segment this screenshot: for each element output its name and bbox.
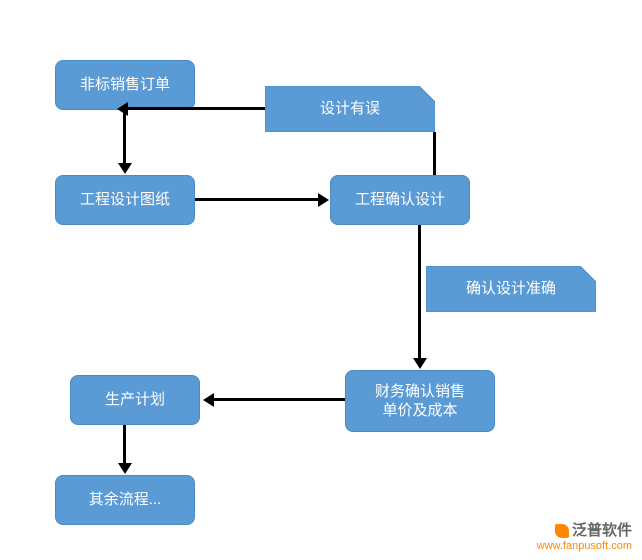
node-other-process: 其余流程... [55,475,195,525]
edge-line [125,107,265,110]
logo-icon [555,524,569,538]
edge-line [123,425,126,465]
watermark-brand: 泛普软件 [537,519,632,540]
node-label: 工程设计图纸 [80,190,170,210]
watermark-url: www.fanpusoft.com [537,540,632,552]
edge-line [195,198,320,201]
node-label: 生产计划 [105,390,165,410]
edge-line [418,225,421,360]
node-label: 其余流程... [89,490,162,510]
watermark: 泛普软件 www.fanpusoft.com [537,519,632,552]
arrow-head-left [117,102,128,116]
node-label: 工程确认设计 [355,190,445,210]
edge-line [433,132,436,175]
arrow-head-right [318,193,329,207]
arrow-head-down [118,463,132,474]
node-label: 确认设计准确 [466,279,556,299]
arrow-head-down [413,358,427,369]
node-confirm-design: 工程确认设计 [330,175,470,225]
node-label: 设计有误 [320,99,380,119]
node-label: 非标销售订单 [80,75,170,95]
node-design-error-text: 设计有误 [265,86,435,132]
node-engineering-drawing: 工程设计图纸 [55,175,195,225]
node-finance-confirm: 财务确认销售 单价及成本 [345,370,495,432]
node-label: 财务确认销售 单价及成本 [375,382,465,421]
edge-line [212,398,345,401]
node-design-accurate-text: 确认设计准确 [426,266,596,312]
arrow-head-down [118,163,132,174]
node-production-plan: 生产计划 [70,375,200,425]
arrow-head-left [203,393,214,407]
